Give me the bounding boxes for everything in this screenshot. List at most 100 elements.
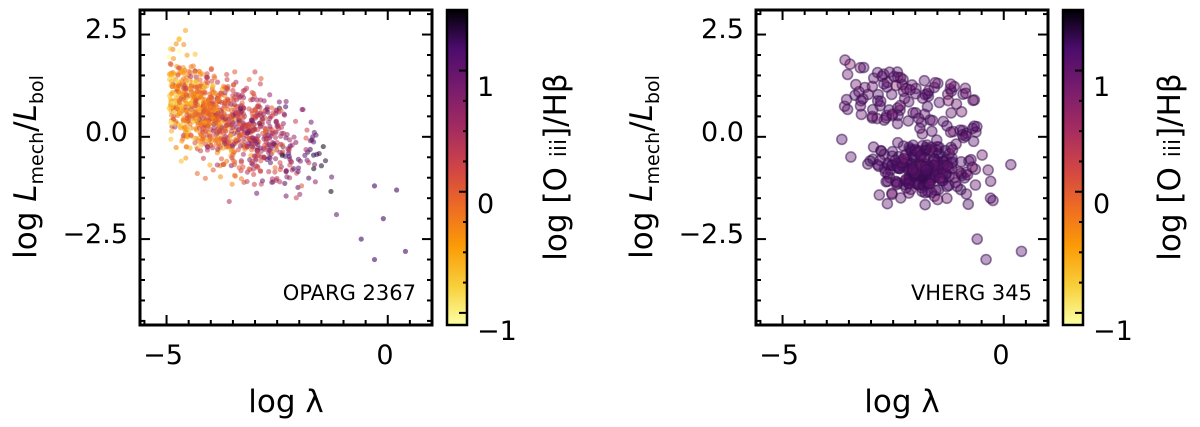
- scatter-point: [316, 150, 322, 157]
- scatter-point: [980, 253, 992, 266]
- scatter-point: [177, 90, 183, 96]
- x-axis-label-oparg: log λ: [248, 384, 323, 420]
- ytick-label-2.5: 2.5: [701, 14, 744, 45]
- scatter-point: [298, 183, 305, 189]
- scatter-point: [840, 93, 853, 106]
- scatter-point: [184, 92, 190, 98]
- scatter-point: [261, 154, 267, 160]
- scatter-point: [283, 104, 289, 110]
- scatter-point: [243, 85, 250, 91]
- scatter-point: [209, 78, 215, 84]
- scatter-point: [199, 131, 205, 137]
- scatter-point: [188, 133, 194, 139]
- scatter-point: [291, 134, 297, 140]
- ytick-label-2.5: 2.5: [85, 14, 128, 45]
- scatter-point: [302, 152, 308, 158]
- scatter-point: [229, 181, 235, 187]
- scatter-point: [183, 155, 189, 161]
- plot-frame-oparg: [138, 8, 434, 327]
- scatter-point: [919, 187, 931, 199]
- scatter-point: [864, 155, 876, 167]
- colorbar-tick-neg1: −1: [477, 316, 517, 347]
- scatter-point: [228, 148, 235, 154]
- colorbar-ticks-vherg: [1075, 69, 1083, 314]
- scatter-point: [218, 156, 225, 162]
- scatter-point: [904, 84, 916, 96]
- scatter-point: [168, 128, 175, 134]
- scatter-point: [967, 94, 979, 107]
- scatter-point: [198, 120, 204, 126]
- scatter-point: [176, 36, 182, 42]
- scatter-point: [934, 172, 946, 185]
- scatter-point: [220, 136, 227, 142]
- scatter-point: [217, 174, 224, 180]
- scatter-point: [919, 198, 931, 211]
- scatter-point: [251, 171, 257, 178]
- scatter-point: [854, 61, 867, 74]
- scatter-point: [277, 166, 283, 173]
- scatter-point: [265, 132, 271, 138]
- scatter-point: [184, 115, 190, 121]
- scatter-point: [898, 152, 910, 165]
- scatter-point: [857, 61, 870, 74]
- scatter-point: [186, 68, 192, 74]
- scatter-point: [309, 137, 315, 143]
- scatter-point: [240, 164, 246, 170]
- scatter-point: [944, 78, 957, 90]
- scatter-point: [252, 138, 258, 144]
- scatter-point: [169, 83, 175, 90]
- scatter-point: [264, 136, 270, 143]
- scatter-point: [286, 153, 292, 160]
- scatter-point: [205, 144, 211, 150]
- scatter-point: [183, 126, 190, 132]
- scatter-point: [228, 113, 234, 119]
- scatter-point: [181, 41, 187, 48]
- scatter-point: [279, 130, 285, 136]
- scatter-point: [230, 92, 236, 99]
- scatter-point: [180, 133, 186, 139]
- scatter-point: [212, 106, 218, 112]
- plot-frame-vherg: [754, 8, 1050, 327]
- scatter-point: [188, 99, 194, 105]
- scatter-point: [916, 92, 929, 104]
- scatter-point: [920, 144, 932, 156]
- scatter-point: [946, 144, 959, 156]
- scatter-point: [942, 94, 955, 107]
- scatter-point: [941, 160, 954, 172]
- scatter-point: [210, 167, 216, 173]
- scatter-point: [272, 156, 279, 162]
- scatter-point: [266, 147, 272, 153]
- panel-oparg: 2.5 0.0 −2.5 −5 0 log λ log Lmech/Lbol O…: [8, 8, 574, 420]
- scatter-point: [265, 119, 272, 125]
- scatter-point: [297, 191, 303, 197]
- scatter-point: [278, 107, 284, 114]
- colorbar-tick-1: 1: [1093, 72, 1110, 103]
- scatter-point: [845, 151, 857, 163]
- scatter-point: [214, 162, 220, 168]
- scatter-point: [914, 122, 926, 135]
- scatter-point: [188, 73, 194, 80]
- scatter-point: [177, 99, 183, 106]
- scatter-point: [178, 158, 184, 164]
- scatter-point: [224, 71, 230, 78]
- scatter-point: [198, 93, 204, 99]
- scatter-point: [921, 100, 934, 113]
- scatter-point: [1005, 158, 1017, 171]
- scatter-point: [276, 125, 282, 132]
- scatter-point: [174, 79, 181, 85]
- scatter-point: [169, 104, 175, 110]
- scatter-point: [306, 175, 312, 181]
- ytick-label-0.0: 0.0: [85, 117, 128, 148]
- scatter-point: [380, 216, 386, 222]
- scatter-point: [229, 121, 235, 128]
- scatter-point: [320, 143, 326, 150]
- scatter-point: [881, 158, 894, 171]
- scatter-point: [394, 187, 400, 193]
- scatter-point: [902, 176, 915, 189]
- scatter-point: [288, 159, 295, 165]
- scatter-point: [866, 110, 879, 123]
- scatter-point: [894, 99, 907, 112]
- scatter-point: [230, 82, 237, 88]
- scatter-point: [930, 134, 943, 146]
- scatter-point: [850, 78, 862, 91]
